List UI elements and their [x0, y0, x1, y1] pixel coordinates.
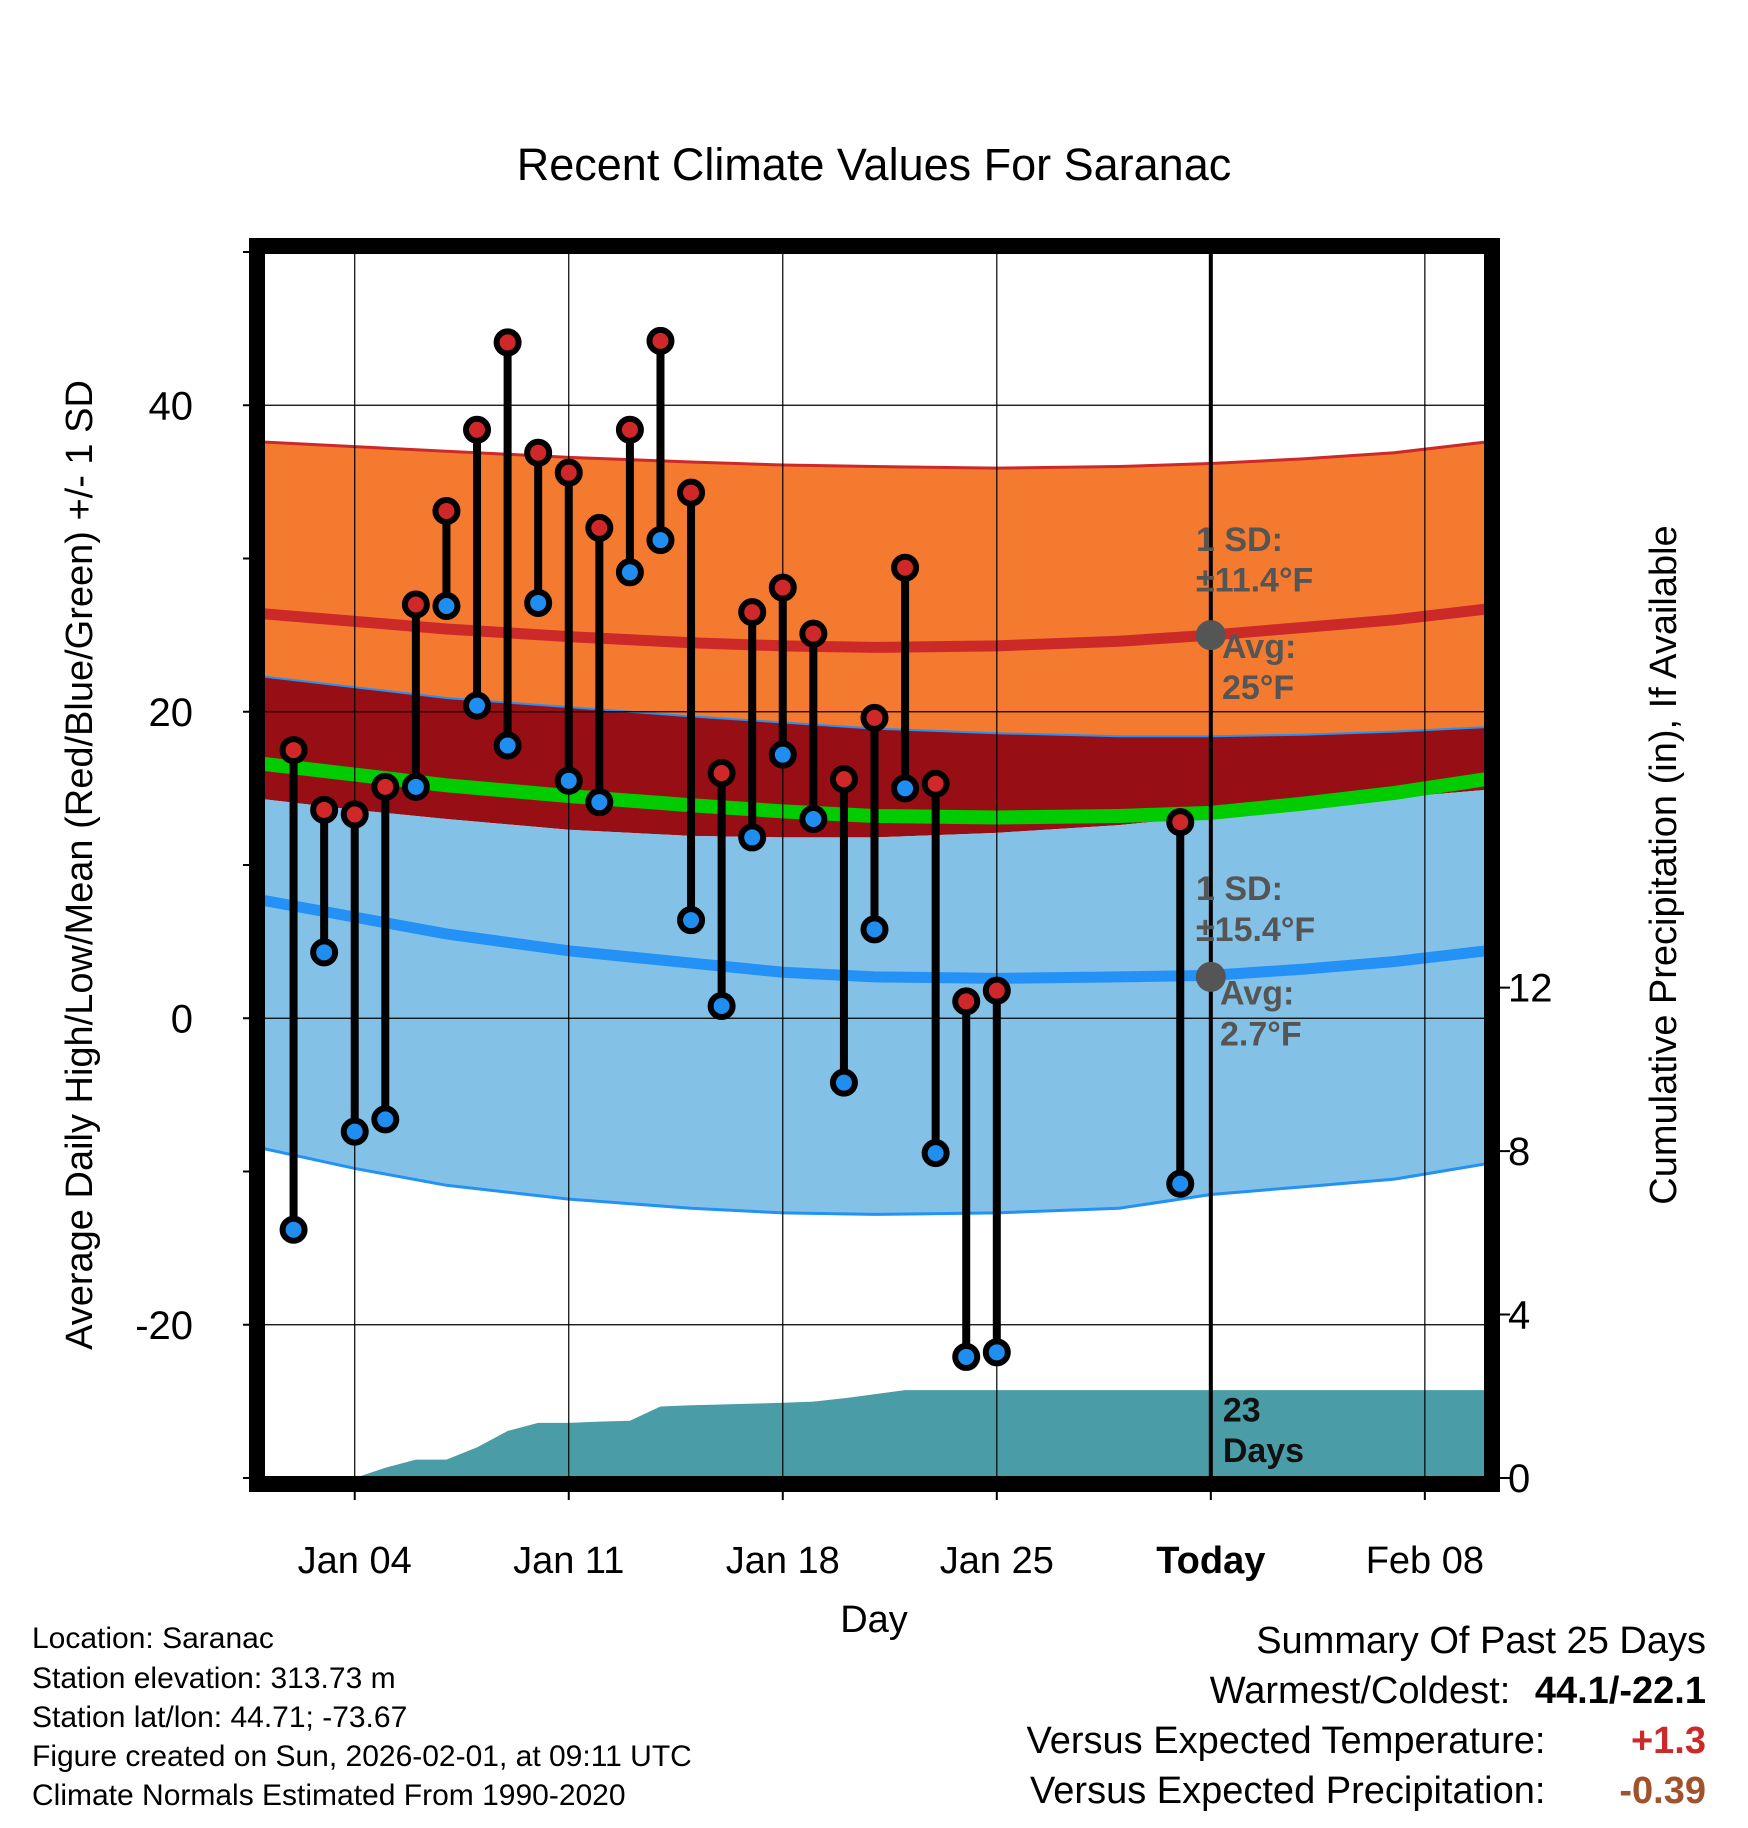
precip-value: -0.39	[1619, 1770, 1706, 1812]
y-axis-label-right: Cumulative Precipitation (in), If Availa…	[1643, 525, 1685, 1204]
x-tick-label: Jan 11	[513, 1540, 624, 1582]
daily-low-point	[768, 740, 797, 769]
daily-high-point	[615, 415, 644, 444]
daily-low-point	[952, 1342, 981, 1371]
x-tick-label: Jan 25	[940, 1540, 1054, 1582]
summary-precip-row: Versus Expected Precipitation: -0.39	[1027, 1766, 1706, 1816]
daily-low-point	[432, 592, 461, 621]
daily-low-point	[493, 731, 522, 760]
daily-high-point	[463, 415, 492, 444]
summary-panel: Summary Of Past 25 Days Warmest/Coldest:…	[1027, 1616, 1706, 1816]
low-avg-label: Avg: 2.7°F	[1220, 974, 1302, 1053]
warmest-value: 44.1/-22.1	[1534, 1670, 1706, 1712]
daily-low-point	[829, 1068, 858, 1097]
daily-low-point	[524, 588, 553, 617]
daily-high-point	[829, 765, 858, 794]
daily-high-point	[310, 795, 339, 824]
daily-low-point	[340, 1117, 369, 1146]
daily-low-point	[646, 526, 675, 555]
temp-value: +1.3	[1630, 1720, 1706, 1762]
summary-temp-row: Versus Expected Temperature: +1.3	[1027, 1716, 1706, 1766]
daily-high-point	[982, 976, 1011, 1005]
daily-low-point	[799, 805, 828, 834]
y-tick-label-right: 8	[1508, 1130, 1530, 1174]
plot-area	[263, 252, 1486, 1478]
daily-low-point	[463, 691, 492, 720]
normals-period-text: Climate Normals Estimated From 1990-2020	[32, 1779, 626, 1812]
daily-low-point	[707, 991, 736, 1020]
temp-label: Versus Expected Temperature:	[1026, 1720, 1546, 1762]
high-sd-label: 1 SD: ±11.4°F	[1196, 521, 1313, 600]
daily-low-point	[279, 1215, 308, 1244]
x-tick-label: Feb 08	[1366, 1540, 1484, 1582]
y-tick-label-left: -20	[135, 1304, 193, 1348]
x-axis-label: Day	[840, 1599, 908, 1641]
latlon-text: Station lat/lon: 44.71; -73.67	[32, 1701, 408, 1734]
daily-high-point	[646, 326, 675, 355]
daily-high-point	[1166, 808, 1195, 837]
x-tick-label: Jan 04	[298, 1540, 412, 1582]
warmest-label: Warmest/Coldest:	[1209, 1670, 1511, 1712]
summary-title: Summary Of Past 25 Days	[1256, 1620, 1706, 1662]
x-tick-label: Today	[1156, 1540, 1265, 1582]
y-tick-label-right: 0	[1508, 1457, 1530, 1501]
x-tick-label: Jan 18	[726, 1540, 840, 1582]
high-plus-sd-line	[263, 440, 1486, 470]
daily-low-point	[1166, 1169, 1195, 1198]
y-tick-label-right: 4	[1508, 1294, 1530, 1338]
daily-high-point	[585, 513, 614, 542]
daily-low-point	[982, 1338, 1011, 1367]
daily-low-point	[738, 823, 767, 852]
y-tick-label-left: 20	[149, 691, 194, 735]
daily-high-point	[677, 478, 706, 507]
high-avg-marker	[1195, 620, 1226, 651]
high-avg-label: Avg: 25°F	[1222, 628, 1296, 707]
elevation-text: Station elevation: 313.73 m	[32, 1662, 396, 1695]
summary-warmest-row: Warmest/Coldest: 44.1/-22.1	[1027, 1666, 1706, 1716]
daily-high-point	[554, 458, 583, 487]
daily-high-point	[707, 759, 736, 788]
y-tick-label-right: 12	[1508, 967, 1553, 1011]
low-sd-label: 1 SD: ±15.4°F	[1196, 870, 1315, 949]
y-tick-label-left: 40	[149, 384, 194, 428]
daily-high-point	[401, 590, 430, 619]
daily-high-point	[921, 769, 950, 798]
days-count-label: 23 Days	[1223, 1391, 1304, 1470]
daily-high-point	[279, 736, 308, 765]
daily-low-point	[615, 558, 644, 587]
y-axis-label-left: Average Daily High/Low/Mean (Red/Blue/Gr…	[59, 380, 101, 1350]
chart-title: Recent Climate Values For Saranac	[517, 139, 1232, 190]
y-tick-label-left: 0	[171, 997, 193, 1041]
normal-high-line	[263, 603, 1486, 653]
daily-low-point	[921, 1139, 950, 1168]
daily-low-point	[585, 788, 614, 817]
low-minus-sd-line	[263, 1147, 1486, 1216]
daily-high-point	[891, 553, 920, 582]
daily-high-point	[768, 573, 797, 602]
normal-low-line	[263, 894, 1486, 984]
daily-high-point	[524, 438, 553, 467]
daily-low-point	[371, 1105, 400, 1134]
daily-high-point	[432, 496, 461, 525]
daily-low-point	[891, 774, 920, 803]
low-avg-marker	[1195, 961, 1226, 992]
daily-high-point	[738, 598, 767, 627]
daily-high-point	[799, 619, 828, 648]
daily-high-point	[952, 987, 981, 1016]
daily-high-point	[860, 703, 889, 732]
daily-high-point	[371, 772, 400, 801]
daily-low-point	[554, 766, 583, 795]
created-text: Figure created on Sun, 2026-02-01, at 09…	[32, 1740, 692, 1773]
precip-label: Versus Expected Precipitation:	[1030, 1770, 1546, 1812]
daily-high-point	[493, 328, 522, 357]
daily-high-point	[340, 800, 369, 829]
daily-low-point	[401, 772, 430, 801]
daily-low-point	[860, 915, 889, 944]
daily-low-point	[310, 938, 339, 967]
location-text: Location: Saranac	[32, 1622, 274, 1655]
daily-low-point	[677, 906, 706, 935]
